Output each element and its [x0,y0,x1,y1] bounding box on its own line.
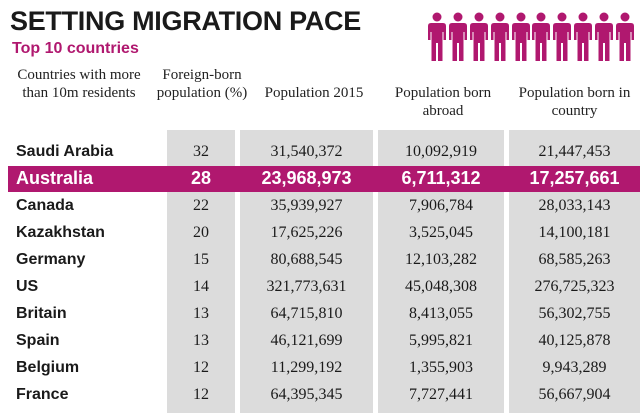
person-icon [428,12,446,61]
cell-abroad: 7,727,441 [409,386,473,403]
cell-foreign-pct: 28 [190,168,212,188]
cell-pop2015: 35,939,927 [270,197,343,214]
cell-native: 56,302,755 [538,305,611,322]
cell-abroad: 45,048,308 [405,278,477,295]
cell-native: 40,125,878 [538,332,611,349]
people-icons [428,12,634,62]
person-icon [490,12,509,61]
table-row: Kazakhstan 20 17,625,226 3,525,045 14,100,18… [0,219,640,246]
cell-native: 9,943,289 [542,359,607,376]
cell-foreign-pct: 15 [193,251,209,268]
header-pop2015: Population 2015 [264,85,364,101]
cell-country: US [16,278,39,295]
cell-foreign-pct: 22 [193,197,209,214]
table-row: Britain 13 64,715,810 8,413,055 56,302,755 [0,300,640,327]
cell-native: 21,447,453 [538,143,611,160]
cell-pop2015: 64,395,345 [270,386,343,403]
cell-abroad: 6,711,312 [401,168,481,188]
table-row: US 14 321,773,631 45,048,308 276,725,323 [0,273,640,300]
cell-native: 17,257,661 [529,168,620,188]
cell-country: Germany [16,251,86,268]
highlight-band [8,166,640,192]
cell-native: 276,725,323 [534,278,615,295]
cell-pop2015: 80,688,545 [270,251,343,268]
cell-country: Kazakhstan [16,224,105,241]
table-row: Germany 15 80,688,545 12,103,282 68,585,263 [0,246,640,273]
cell-abroad: 7,906,784 [409,197,473,214]
person-icon [615,12,634,61]
person-icon [469,12,488,61]
table-row: Saudi Arabia 32 31,540,372 10,092,919 21,447… [0,138,640,165]
header-native: Population born in country [518,85,631,119]
person-icon [532,12,551,61]
cell-foreign-pct: 13 [193,305,209,322]
cell-foreign-pct: 12 [193,386,209,403]
person-icon [553,12,572,61]
cell-pop2015: 321,773,631 [266,278,347,295]
table-row: Spain 13 46,121,699 5,995,821 40,125,878 [0,327,640,354]
header-abroad: Population born abroad [394,85,492,119]
cell-native: 28,033,143 [538,197,611,214]
cell-foreign-pct: 32 [193,143,209,160]
person-icon [448,12,467,61]
cell-country: Australia [16,168,94,188]
cell-country: Canada [16,197,74,214]
person-icon [595,12,613,61]
cell-foreign-pct: 13 [193,332,209,349]
cell-pop2015: 11,299,192 [270,359,343,376]
table-row: France 12 64,395,345 7,727,441 56,667,904 [0,381,640,408]
cell-foreign-pct: 20 [193,224,209,241]
cell-abroad: 3,525,045 [409,224,473,241]
cell-pop2015: 23,968,973 [261,168,352,188]
header-foreign-pct: Foreign-born population (%) [156,67,248,101]
cell-abroad: 10,092,919 [405,143,477,160]
cell-country: France [16,386,69,403]
cell-native: 14,100,181 [538,224,611,241]
cell-abroad: 1,355,903 [409,359,473,376]
cell-pop2015: 64,715,810 [270,305,343,322]
cell-abroad: 12,103,282 [405,251,477,268]
table-row: Canada 22 35,939,927 7,906,784 28,033,143 [0,192,640,219]
cell-pop2015: 17,625,226 [270,224,343,241]
chart-title: SETTING MIGRATION PACE [10,6,361,36]
cell-foreign-pct: 14 [193,278,209,295]
chart-subtitle: Top 10 countries [12,40,139,57]
cell-pop2015: 31,540,372 [270,143,343,160]
table-row: Belgium 12 11,299,192 1,355,903 9,943,289 [0,354,640,381]
cell-native: 56,667,904 [538,386,611,403]
person-icon [511,12,530,61]
person-icon [574,12,593,61]
cell-country: Belgium [16,359,80,376]
cell-country: Saudi Arabia [16,143,114,160]
cell-native: 68,585,263 [538,251,611,268]
cell-abroad: 8,413,055 [409,305,473,322]
table-row: Australia 28 23,968,973 6,711,312 17,257,661 [0,165,640,192]
cell-pop2015: 46,121,699 [270,332,343,349]
cell-foreign-pct: 12 [193,359,209,376]
cell-country: Britain [16,305,67,322]
cell-country: Spain [16,332,60,349]
cell-abroad: 5,995,821 [409,332,473,349]
header-countries: Countries with more than 10m residents [17,67,141,101]
